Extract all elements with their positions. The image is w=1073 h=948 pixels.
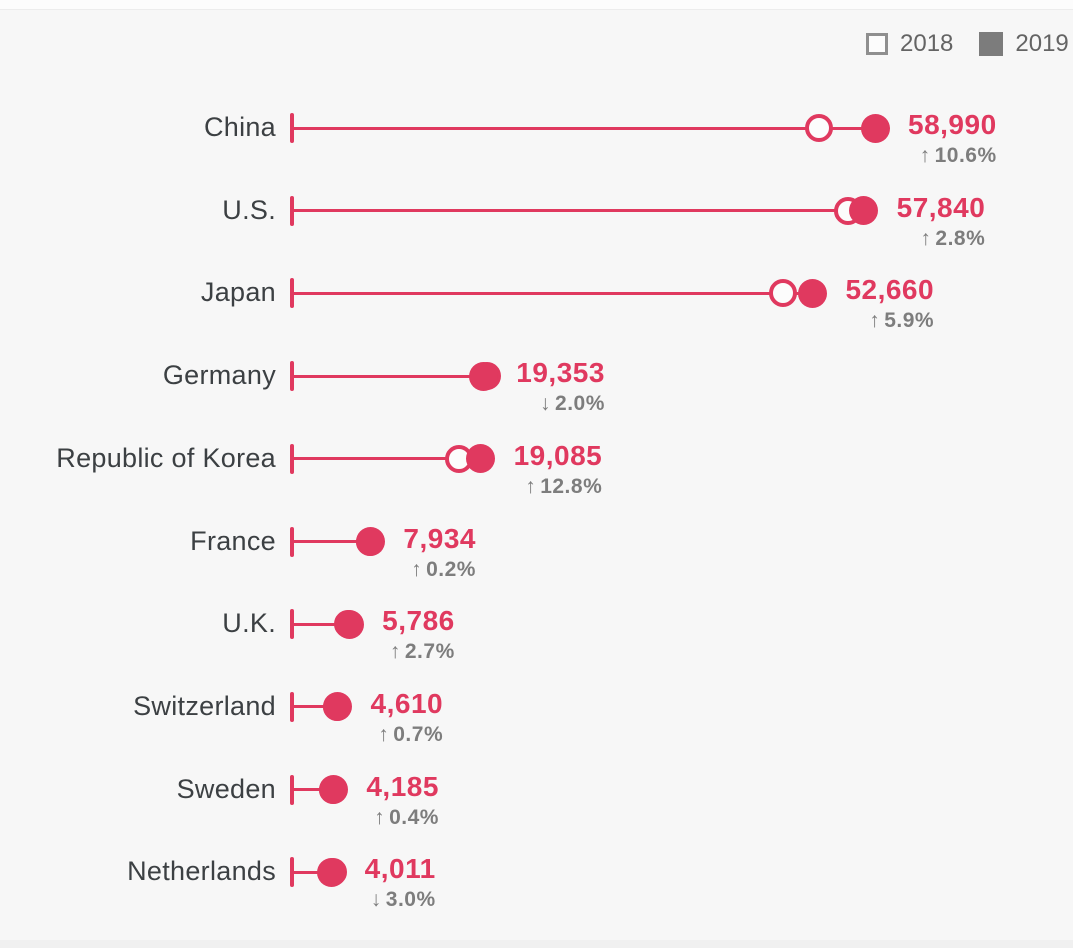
country-label: China: [203, 112, 276, 142]
lollipop-stem: [292, 126, 875, 130]
value-block: 5,786 ↑ 2.7%: [382, 606, 455, 668]
trend-down-icon: ↓: [540, 392, 552, 416]
value-block: 58,990 ↑ 10.6%: [908, 110, 997, 172]
legend-label-2018: 2018: [900, 30, 954, 57]
change-label: ↑ 10.6%: [908, 140, 997, 172]
change-percent: 0.4%: [389, 805, 439, 829]
dot-2019: [334, 609, 364, 639]
trend-down-icon: ↓: [370, 888, 382, 912]
value-label: 5,786: [382, 605, 455, 637]
value-label: 4,610: [370, 687, 444, 719]
change-percent: 10.6%: [934, 144, 997, 167]
value-block: 4,185 ↑ 0.4%: [366, 770, 439, 834]
dot-2019: [317, 857, 347, 887]
country-label: Japan: [200, 277, 276, 308]
lollipop-stem: [292, 788, 334, 792]
country-label: U.S.: [222, 194, 276, 225]
top-divider: [0, 0, 1073, 10]
value-block: 4,011 ↓ 3.0%: [365, 854, 436, 916]
open-square-swatch-icon: [866, 33, 888, 55]
change-label: ↓ 3.0%: [365, 884, 436, 916]
change-label: ↑ 5.9%: [845, 305, 934, 337]
value-label: 7,934: [403, 522, 476, 554]
country-label: France: [190, 525, 276, 556]
value-block: 19,085 ↑ 12.8%: [513, 439, 603, 503]
dot-2019: [849, 196, 879, 226]
legend-item-2018: 2018: [866, 30, 953, 58]
value-block: 57,840 ↑ 2.8%: [896, 191, 986, 255]
country-label: Germany: [162, 360, 276, 391]
dot-2018: [769, 279, 798, 308]
trend-up-icon: ↑: [869, 309, 881, 333]
change-label: ↑ 0.4%: [366, 802, 439, 834]
change-label: ↑ 0.7%: [371, 719, 444, 751]
change-percent: 5.9%: [884, 309, 935, 333]
bottom-divider: [0, 940, 1073, 948]
filled-square-swatch-icon: [979, 32, 1004, 56]
lollipop-stem: [292, 622, 350, 626]
dot-2019: [318, 775, 348, 805]
change-label: ↑ 12.8%: [514, 471, 603, 503]
change-percent: 2.8%: [935, 226, 986, 250]
lollipop-stem: [292, 209, 864, 213]
lollipop-stem: [292, 540, 371, 543]
dot-2018: [805, 114, 834, 142]
trend-up-icon: ↑: [919, 144, 931, 167]
change-percent: 2.7%: [404, 640, 455, 664]
lollipop-stem: [292, 374, 488, 378]
country-label: Republic of Korea: [56, 442, 276, 473]
legend: 2018 2019: [866, 30, 1069, 58]
value-block: 19,353 ↓ 2.0%: [516, 358, 605, 420]
country-label: Sweden: [176, 773, 276, 804]
trend-up-icon: ↑: [378, 722, 390, 746]
trend-up-icon: ↑: [920, 226, 932, 250]
value-label: 52,660: [845, 274, 935, 306]
value-block: 4,610 ↑ 0.7%: [370, 687, 444, 751]
change-percent: 3.0%: [385, 888, 436, 912]
legend-item-2019: 2019: [979, 30, 1069, 58]
dot-2019: [860, 113, 890, 143]
country-label: Switzerland: [133, 690, 276, 721]
country-label: U.K.: [222, 608, 276, 639]
value-label: 57,840: [896, 191, 986, 223]
value-label: 4,185: [366, 770, 439, 802]
change-label: ↑ 2.8%: [897, 223, 986, 255]
value-label: 19,353: [516, 357, 605, 389]
dot-2019: [797, 278, 827, 308]
value-block: 7,934 ↑ 0.2%: [403, 522, 476, 586]
value-label: 4,011: [364, 853, 436, 885]
dot-2019: [468, 361, 498, 391]
country-label: Netherlands: [127, 856, 276, 887]
change-label: ↓ 2.0%: [516, 388, 605, 420]
trend-up-icon: ↑: [525, 474, 537, 498]
legend-label-2019: 2019: [1015, 30, 1069, 57]
dot-2019: [355, 527, 385, 556]
dot-2019: [466, 444, 496, 474]
change-percent: 0.7%: [393, 722, 444, 746]
value-block: 52,660 ↑ 5.9%: [845, 275, 934, 337]
lollipop-stem: [292, 705, 338, 709]
dot-2019: [323, 692, 353, 722]
trend-up-icon: ↑: [411, 557, 423, 581]
value-label: 58,990: [908, 109, 997, 140]
change-percent: 0.2%: [426, 557, 476, 581]
lollipop-stem: [292, 870, 333, 874]
change-label: ↑ 2.7%: [382, 636, 455, 668]
change-percent: 2.0%: [555, 392, 605, 416]
lollipop-stem: [292, 457, 481, 461]
change-label: ↑ 0.2%: [403, 554, 476, 586]
value-label: 19,085: [513, 439, 603, 471]
trend-up-icon: ↑: [374, 805, 386, 829]
change-percent: 12.8%: [540, 474, 603, 498]
lollipop-stem: [292, 291, 813, 295]
trend-up-icon: ↑: [389, 640, 401, 664]
